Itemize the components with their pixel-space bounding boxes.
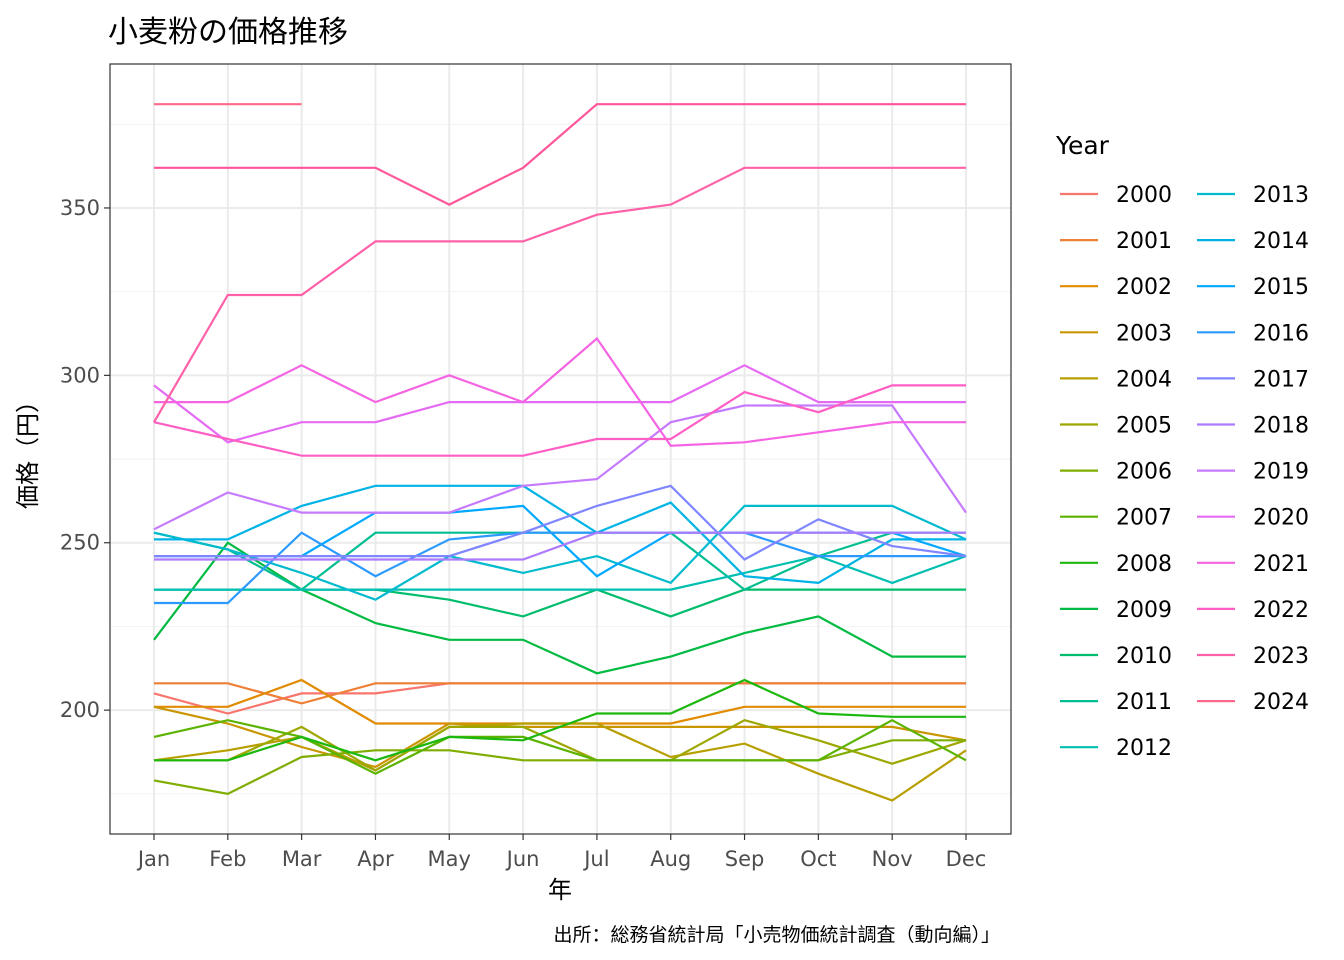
plot-panel: [109, 63, 1012, 835]
series-line-2014: [154, 484, 966, 585]
legend-label: 2017: [1253, 367, 1309, 392]
legend-label: 2021: [1253, 552, 1309, 577]
x-axis-title: 年: [548, 876, 572, 904]
x-tick-label: Sep: [725, 847, 765, 871]
series-line-2001: [154, 682, 966, 705]
legend-label: 2009: [1116, 598, 1172, 623]
x-tick-label: Jan: [136, 847, 170, 871]
legend-label: 2010: [1116, 644, 1172, 669]
y-tick-label: 250: [60, 531, 100, 555]
legend-label: 2022: [1253, 598, 1309, 623]
legend-label: 2006: [1116, 460, 1172, 485]
y-tick-label: 200: [60, 698, 100, 722]
legend-label: 2024: [1253, 690, 1309, 715]
series-line-2010: [154, 588, 966, 618]
series-line-2007: [153, 718, 967, 775]
legend-label: 2018: [1253, 414, 1309, 439]
series-line-2019: [153, 404, 967, 531]
legend-label: 2008: [1116, 552, 1172, 577]
series-line-2009: [153, 541, 966, 675]
legend-label: 2012: [1116, 736, 1172, 761]
legend-title: Year: [1055, 131, 1110, 160]
series-line-2023: [153, 166, 966, 423]
legend-label: 2023: [1253, 644, 1309, 669]
series-line-2022: [153, 384, 966, 457]
series-line-2008: [154, 678, 966, 762]
series-lines: [153, 103, 967, 802]
y-axis-title: 価格（円）: [14, 389, 42, 509]
series-line-2000: [153, 682, 966, 715]
legend-label: 2003: [1116, 321, 1172, 346]
chart-title: 小麦粉の価格推移: [108, 15, 348, 50]
series-line-2003: [153, 705, 967, 769]
series-line-2006: [153, 739, 966, 795]
legend-label: 2007: [1116, 506, 1172, 531]
grid-lines: [110, 64, 1011, 834]
legend-label: 2001: [1116, 229, 1172, 254]
legend-label: 2005: [1116, 414, 1172, 439]
x-tick-label: Aug: [650, 847, 691, 871]
x-tick-label: Apr: [357, 847, 394, 871]
series-line-unlabeled: [154, 103, 966, 206]
legend-label: 2016: [1253, 321, 1309, 346]
legend-label: 2014: [1253, 229, 1309, 254]
series-line-2002: [154, 678, 966, 725]
y-tick-label: 350: [60, 196, 100, 220]
x-tick-label: Jul: [582, 847, 609, 871]
x-tick-label: Dec: [946, 847, 987, 871]
x-tick-label: Jun: [505, 847, 540, 871]
x-tick-label: Oct: [800, 847, 836, 871]
legend-label: 2004: [1116, 367, 1172, 392]
legend-label: 2000: [1116, 183, 1172, 208]
series-line-2016: [154, 531, 966, 605]
legend-label: 2002: [1116, 275, 1172, 300]
series-line-2004: [153, 722, 967, 802]
series-line-2017: [154, 484, 967, 561]
series-line-2012: [154, 554, 967, 591]
legend: Year 2000 2001 2002 2003 2004 2005 2006 2007 200…: [1055, 131, 1309, 761]
series-line-2013: [153, 504, 967, 601]
series-line-2021: [154, 336, 966, 447]
x-tick-label: May: [428, 847, 471, 871]
legend-label: 2015: [1253, 275, 1309, 300]
series-line-2005: [154, 719, 967, 772]
series-line-2018: [154, 531, 966, 561]
y-tick-label: 300: [60, 363, 100, 387]
legend-label: 2011: [1116, 690, 1172, 715]
x-tick-label: Feb: [209, 847, 246, 871]
x-tick-label: Mar: [282, 847, 322, 871]
legend-label: 2019: [1253, 460, 1309, 485]
legend-label: 2020: [1253, 506, 1309, 531]
chart-caption: 出所：総務省統計局「小売物価統計調査（動向編）」: [553, 924, 1000, 946]
series-line-2020: [153, 364, 966, 444]
x-tick-label: Nov: [872, 847, 913, 871]
axes: 200 250 300 350 Jan Feb Mar Apr May Jun Jul Aug Sep O…: [60, 196, 986, 871]
legend-label: 2013: [1253, 183, 1309, 208]
